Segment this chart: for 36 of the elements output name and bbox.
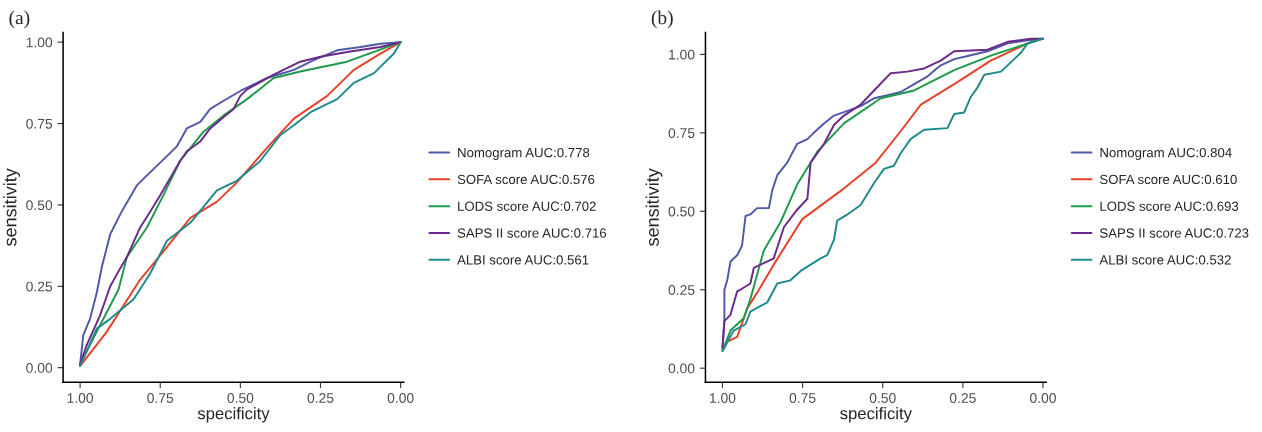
legend-label: SOFA score AUC:0.576 xyxy=(457,174,595,185)
x-tick-label: 1.00 xyxy=(67,393,94,403)
x-tick-label: 0.00 xyxy=(1030,393,1056,403)
y-tick-label: 0.25 xyxy=(668,285,695,295)
legend-label: LODS score AUC:0.702 xyxy=(458,201,596,211)
y-tick-label: 0.75 xyxy=(668,128,695,138)
legend-label: SOFA score AUC:0.610 xyxy=(1100,174,1237,185)
y-axis-title: sensitivity xyxy=(645,168,663,246)
legend-label: SAPS II score AUC:0.716 xyxy=(457,228,607,238)
x-tick-label: 0.75 xyxy=(147,393,174,403)
legend-label: Nomogram AUC:0.804 xyxy=(1100,147,1232,160)
x-tick-label: 0.50 xyxy=(869,393,896,403)
y-tick-label: 1.00 xyxy=(26,37,53,48)
x-tick-label: 0.75 xyxy=(789,393,816,403)
x-tick-label: 0.25 xyxy=(949,393,976,403)
y-tick-label: 1.00 xyxy=(669,49,695,60)
y-tick-label: 0.25 xyxy=(26,281,53,292)
chart-title: (a) xyxy=(9,10,30,29)
legend-label: Nomogram AUC:0.778 xyxy=(458,147,590,160)
legend-label: ALBI score AUC:0.532 xyxy=(1099,255,1231,265)
x-axis-title: specificity xyxy=(840,407,912,423)
y-axis-title: sensitivity xyxy=(3,168,21,246)
x-tick-label: 1.00 xyxy=(709,393,736,403)
y-tick-label: 0.50 xyxy=(26,200,53,211)
y-tick-label: 0.00 xyxy=(26,363,53,373)
legend-label: LODS score AUC:0.693 xyxy=(1100,201,1239,211)
x-tick-label: 0.50 xyxy=(227,393,254,403)
x-tick-label: 0.00 xyxy=(387,393,414,403)
y-tick-label: 0.00 xyxy=(668,363,695,374)
y-tick-label: 0.75 xyxy=(26,118,53,129)
x-axis-title: specificity xyxy=(197,407,270,423)
y-tick-label: 0.50 xyxy=(668,206,695,217)
chart-title: (b) xyxy=(651,10,673,29)
legend-label: SAPS II score AUC:0.723 xyxy=(1100,228,1249,238)
legend-label: ALBI score AUC:0.561 xyxy=(457,255,589,265)
x-tick-label: 0.25 xyxy=(307,393,334,403)
